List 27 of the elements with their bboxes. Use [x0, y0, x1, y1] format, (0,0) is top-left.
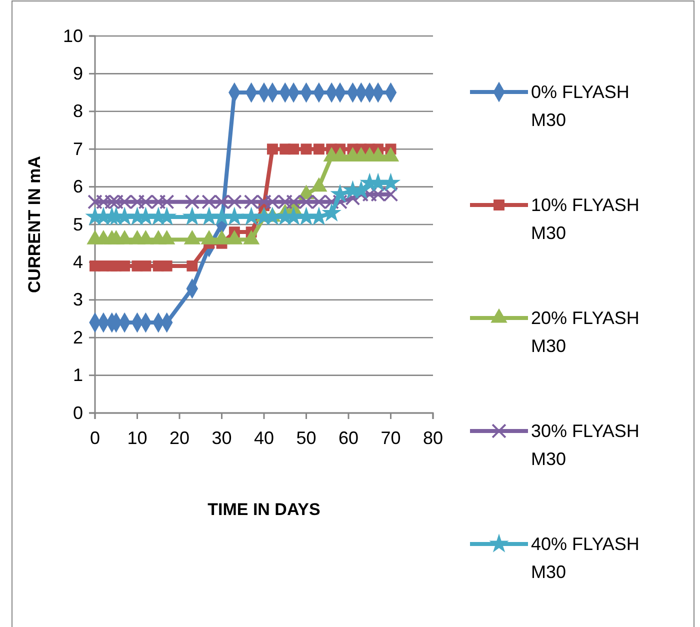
- y-axis-title: CURRENT IN mA: [25, 156, 44, 293]
- x-tick-label: 30: [212, 428, 232, 448]
- legend-label: 20% FLYASH M30: [531, 308, 640, 356]
- legend-label: 30% FLYASH M30: [531, 421, 640, 469]
- x-axis-title: TIME IN DAYS: [208, 500, 320, 519]
- y-tick-label: 8: [72, 101, 83, 122]
- legend-label: 40% FLYASH M30: [531, 534, 640, 582]
- x-tick-label: 50: [296, 428, 316, 448]
- y-tick-label: 4: [72, 252, 83, 272]
- x-tick-label: 0: [90, 428, 100, 448]
- x-tick-label: 70: [380, 428, 401, 448]
- y-tick-label: 2: [72, 327, 83, 348]
- x-tick-label: 60: [338, 428, 359, 448]
- legend-label: 10% FLYASH M30: [531, 195, 640, 243]
- y-tick-label: 7: [72, 138, 83, 159]
- x-tick-label: 20: [169, 428, 190, 448]
- x-tick-label: 40: [254, 428, 274, 448]
- y-tick-label: 1: [72, 365, 83, 386]
- x-tick-label: 80: [422, 428, 444, 448]
- y-tick-label: 9: [72, 63, 83, 84]
- y-tick-label: 6: [72, 176, 83, 197]
- x-tick-label: 10: [127, 428, 148, 448]
- legend-label: 0% FLYASH M30: [531, 82, 630, 130]
- y-tick-label: 5: [72, 214, 83, 234]
- y-tick-label: 10: [62, 26, 83, 46]
- y-tick-label: 3: [72, 290, 83, 310]
- y-tick-label: 0: [72, 402, 83, 423]
